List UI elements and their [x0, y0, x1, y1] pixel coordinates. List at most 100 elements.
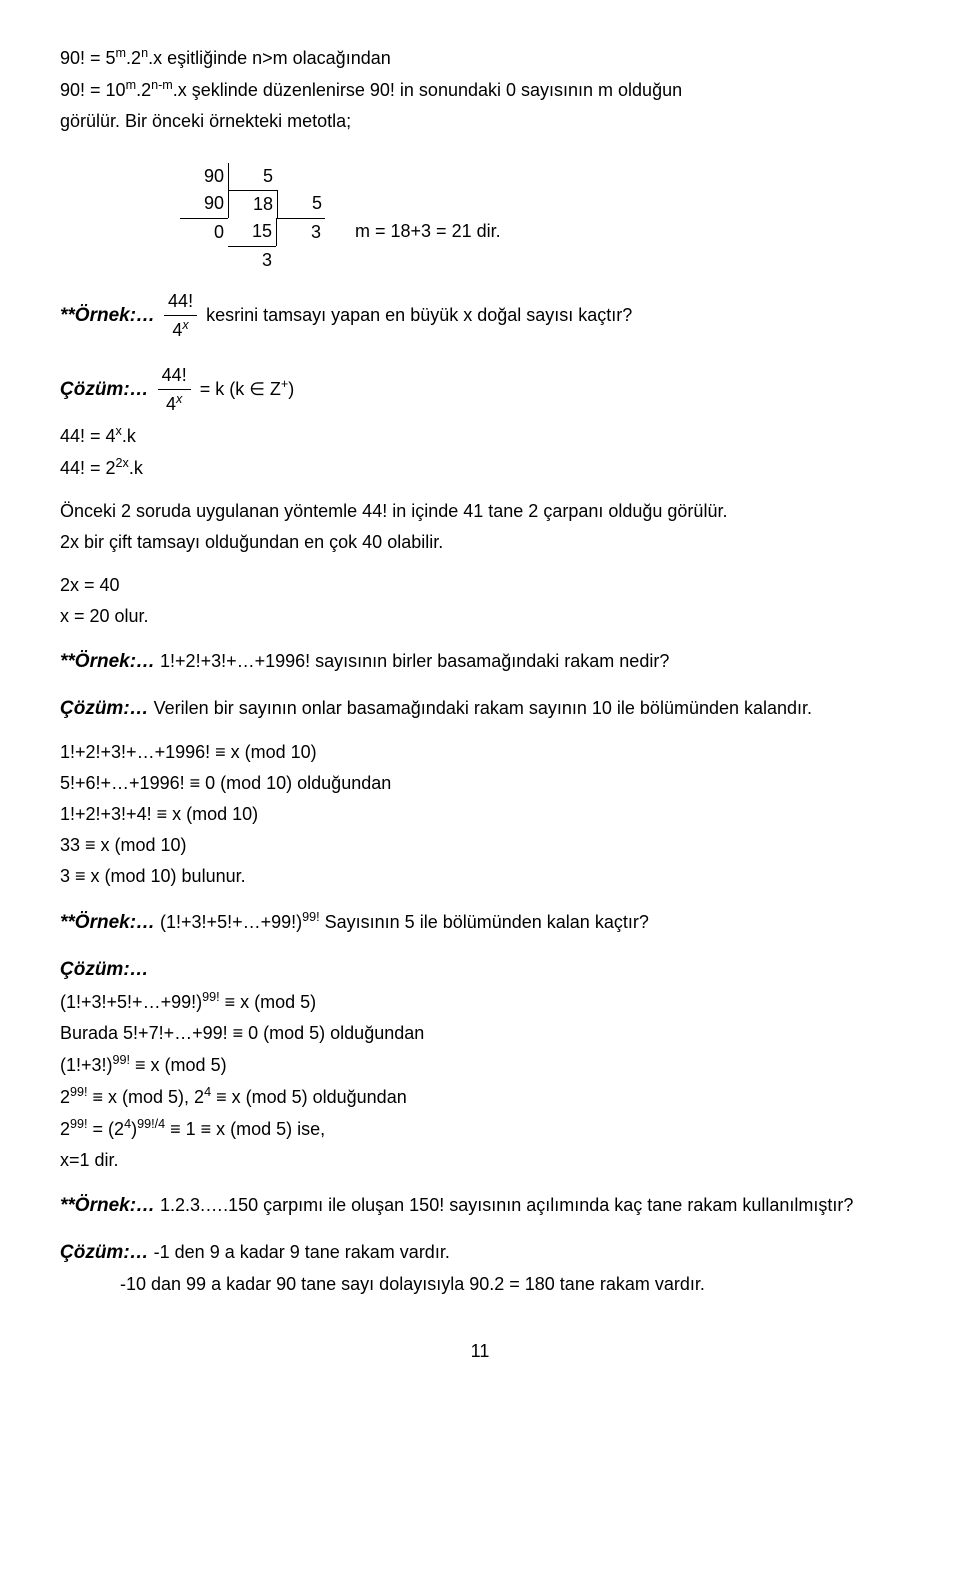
solution-2: Çözüm:… Verilen bir sayının onlar basama…: [60, 695, 900, 891]
text: ≡ x (mod 5) olduğundan: [211, 1087, 407, 1107]
denominator: 4x: [164, 316, 197, 344]
sup: 99!: [302, 910, 320, 924]
text: .2: [136, 80, 151, 100]
text: 1.2.3.….150 çarpımı ile oluşan 150! sayı…: [155, 1195, 853, 1215]
solution-4: Çözüm:… -1 den 9 a kadar 9 tane rakam va…: [60, 1239, 900, 1299]
cell: [326, 190, 374, 218]
fraction: 44! 4x: [164, 288, 197, 344]
text: (1!+3!+5!+…+99!): [155, 912, 302, 932]
text: ≡ x (mod 5): [220, 992, 317, 1012]
cell: 90: [180, 190, 228, 218]
page-number: 11: [60, 1338, 900, 1365]
sup: x: [176, 392, 182, 406]
text: 90! = 5: [60, 48, 116, 68]
line: 33 ≡ x (mod 10): [60, 832, 900, 859]
intro-line3: görülür. Bir önceki örnekteki metotla;: [60, 108, 900, 135]
numerator: 44!: [158, 362, 191, 390]
line: 5!+6!+…+1996! ≡ 0 (mod 10) olduğundan: [60, 770, 900, 797]
text: 90! = 10: [60, 80, 126, 100]
cell: 18: [228, 190, 277, 218]
sup: x: [182, 318, 188, 332]
example-4: **Örnek:… 1.2.3.….150 çarpımı ile oluşan…: [60, 1192, 900, 1221]
solution-1: Çözüm:… 44! 4x = k (k ∈ Z+) 44! = 4x.k 4…: [60, 362, 900, 630]
example-label: **Örnek:…: [60, 912, 155, 933]
solution-label: Çözüm:…: [60, 1242, 149, 1263]
intro-block: 90! = 5m.2n.x eşitliğinde n>m olacağında…: [60, 44, 900, 135]
long-division: 90 5 90 18 5 0 15 3 m = 18+3 = 21 dir. 3: [180, 163, 575, 274]
cell: [277, 163, 325, 190]
sup: 2x: [116, 456, 129, 470]
example-label: **Örnek:…: [60, 651, 155, 672]
text: ≡ x (mod 5): [130, 1055, 227, 1075]
denominator: 4x: [158, 390, 191, 418]
example-2: **Örnek:… 1!+2!+3!+…+1996! sayısının bir…: [60, 648, 900, 677]
text: = (2: [88, 1119, 125, 1139]
text: ): [288, 379, 294, 399]
cell: 0: [180, 218, 228, 246]
text: 4: [166, 394, 176, 414]
text: (1!+3!+5!+…+99!): [60, 992, 202, 1012]
text: .2: [126, 48, 141, 68]
intro-line1: 90! = 5m.2n.x eşitliğinde n>m olacağında…: [60, 44, 900, 72]
example-label: **Örnek:…: [60, 1195, 155, 1216]
cell: [180, 246, 228, 274]
cell: [325, 163, 373, 190]
text: .k: [122, 426, 136, 446]
fraction: 44! 4x: [158, 362, 191, 418]
line: x = 20 olur.: [60, 603, 900, 630]
cell: 90: [180, 163, 228, 190]
cell: 15: [228, 218, 276, 246]
cell: [276, 246, 324, 274]
cell: [324, 246, 372, 274]
solution-label: Çözüm:…: [60, 379, 149, 400]
text: (1!+3!): [60, 1055, 113, 1075]
text: .x şeklinde düzenlenirse 90! in sonundak…: [173, 80, 682, 100]
sup: 99!: [202, 990, 220, 1004]
solution-label: Çözüm:…: [60, 959, 149, 980]
sup: m: [116, 46, 127, 60]
solution-label: Çözüm:…: [60, 698, 149, 719]
cell: 5: [277, 190, 326, 218]
text: ≡ x (mod 5), 2: [88, 1087, 205, 1107]
sup: 99!/4: [137, 1117, 165, 1131]
text: 2: [60, 1087, 70, 1107]
sup: m: [126, 78, 137, 92]
text: 44! = 2: [60, 458, 116, 478]
line: 1!+2!+3!+4! ≡ x (mod 10): [60, 801, 900, 828]
line: 44! = 4x.k: [60, 422, 900, 450]
line: Burada 5!+7!+…+99! ≡ 0 (mod 5) olduğunda…: [60, 1020, 900, 1047]
text: = k (k ∈ Z: [200, 379, 281, 399]
intro-line2: 90! = 10m.2n-m.x şeklinde düzenlenirse 9…: [60, 76, 900, 104]
solution-3: Çözüm:… (1!+3!+5!+…+99!)99! ≡ x (mod 5) …: [60, 956, 900, 1175]
line: (1!+3!+5!+…+99!)99! ≡ x (mod 5): [60, 988, 900, 1016]
line: Önceki 2 soruda uygulanan yöntemle 44! i…: [60, 498, 900, 525]
text: kesrini tamsayı yapan en büyük x doğal s…: [206, 305, 632, 325]
sup: 99!: [70, 1117, 88, 1131]
division-note: m = 18+3 = 21 dir.: [325, 218, 575, 246]
text: 1!+2!+3!+…+1996! sayısının birler basama…: [155, 651, 669, 671]
cell: 5: [228, 163, 277, 190]
sup: n-m: [151, 78, 173, 92]
text: .k: [129, 458, 143, 478]
example-1: **Örnek:… 44! 4x kesrini tamsayı yapan e…: [60, 288, 900, 344]
line: -10 dan 99 a kadar 90 tane sayı dolayısı…: [120, 1271, 900, 1298]
text: 44! = 4: [60, 426, 116, 446]
line: 44! = 22x.k: [60, 454, 900, 482]
line: 2x bir çift tamsayı olduğundan en çok 40…: [60, 529, 900, 556]
text: Verilen bir sayının onlar basamağındaki …: [149, 698, 812, 718]
cell: 3: [276, 218, 325, 246]
text: -1 den 9 a kadar 9 tane rakam vardır.: [149, 1242, 450, 1262]
text: Sayısının 5 ile bölümünden kalan kaçtır?: [320, 912, 649, 932]
line: x=1 dir.: [60, 1147, 900, 1174]
cell: 3: [228, 246, 276, 274]
sup: 99!: [113, 1053, 131, 1067]
text: .x eşitliğinde n>m olacağından: [148, 48, 391, 68]
line: 1!+2!+3!+…+1996! ≡ x (mod 10): [60, 739, 900, 766]
line: 3 ≡ x (mod 10) bulunur.: [60, 863, 900, 890]
line: 2x = 40: [60, 572, 900, 599]
line: 299! = (24)99!/4 ≡ 1 ≡ x (mod 5) ise,: [60, 1115, 900, 1143]
numerator: 44!: [164, 288, 197, 316]
sup: 99!: [70, 1085, 88, 1099]
example-3: **Örnek:… (1!+3!+5!+…+99!)99! Sayısının …: [60, 908, 900, 938]
text: 4: [172, 320, 182, 340]
